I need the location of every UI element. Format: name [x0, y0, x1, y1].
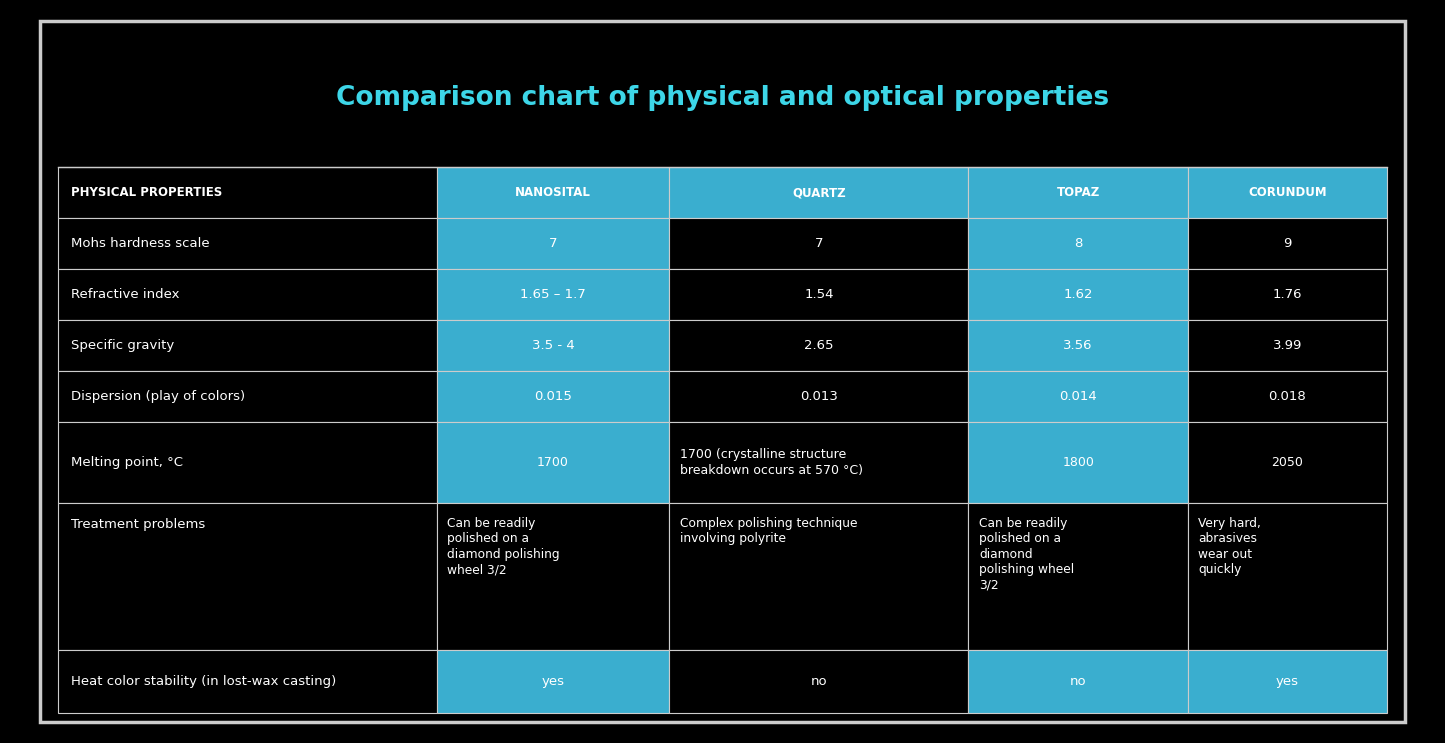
Bar — [436, 218, 669, 269]
Text: Specific gravity: Specific gravity — [71, 340, 175, 352]
Text: PHYSICAL PROPERTIES: PHYSICAL PROPERTIES — [71, 186, 223, 199]
Text: Can be readily
polished on a
diamond
polishing wheel
3/2: Can be readily polished on a diamond pol… — [980, 516, 1074, 591]
Text: 1700 (crystalline structure
breakdown occurs at 570 °C): 1700 (crystalline structure breakdown oc… — [681, 449, 863, 477]
Bar — [669, 372, 968, 422]
Bar — [669, 503, 968, 649]
Bar — [1188, 167, 1387, 218]
Bar — [968, 320, 1188, 372]
Text: 7: 7 — [549, 237, 558, 250]
Text: 8: 8 — [1074, 237, 1082, 250]
Bar — [669, 167, 968, 218]
Bar — [1188, 503, 1387, 649]
Text: 2.65: 2.65 — [803, 340, 834, 352]
Text: QUARTZ: QUARTZ — [792, 186, 845, 199]
Bar — [1188, 218, 1387, 269]
Text: 1.76: 1.76 — [1273, 288, 1302, 301]
Text: 2050: 2050 — [1272, 456, 1303, 470]
Bar — [58, 167, 436, 218]
Text: Heat color stability (in lost-wax casting): Heat color stability (in lost-wax castin… — [71, 675, 337, 688]
Bar — [1188, 372, 1387, 422]
Bar — [436, 320, 669, 372]
Text: 9: 9 — [1283, 237, 1292, 250]
Text: Treatment problems: Treatment problems — [71, 518, 205, 531]
Text: yes: yes — [1276, 675, 1299, 688]
Text: 3.56: 3.56 — [1064, 340, 1092, 352]
Bar — [669, 218, 968, 269]
Text: 0.013: 0.013 — [801, 390, 838, 403]
Text: 0.014: 0.014 — [1059, 390, 1097, 403]
Bar — [1188, 422, 1387, 503]
Bar — [968, 372, 1188, 422]
Bar — [968, 649, 1188, 713]
Bar — [58, 372, 436, 422]
Text: Dispersion (play of colors): Dispersion (play of colors) — [71, 390, 246, 403]
Text: 1.62: 1.62 — [1064, 288, 1092, 301]
Bar — [968, 218, 1188, 269]
Text: 1700: 1700 — [538, 456, 569, 470]
Text: TOPAZ: TOPAZ — [1056, 186, 1100, 199]
Text: Refractive index: Refractive index — [71, 288, 179, 301]
Bar — [669, 269, 968, 320]
Bar — [58, 503, 436, 649]
Bar — [968, 167, 1188, 218]
Bar — [669, 649, 968, 713]
Bar — [58, 218, 436, 269]
Bar — [968, 269, 1188, 320]
Text: 1.65 – 1.7: 1.65 – 1.7 — [520, 288, 585, 301]
Text: Mohs hardness scale: Mohs hardness scale — [71, 237, 210, 250]
Text: 0.015: 0.015 — [535, 390, 572, 403]
Bar — [436, 649, 669, 713]
Bar — [968, 503, 1188, 649]
Text: 3.5 - 4: 3.5 - 4 — [532, 340, 574, 352]
Bar — [968, 422, 1188, 503]
Text: 0.018: 0.018 — [1269, 390, 1306, 403]
Bar — [1188, 320, 1387, 372]
Bar — [1188, 269, 1387, 320]
Text: Very hard,
abrasives
wear out
quickly: Very hard, abrasives wear out quickly — [1198, 516, 1261, 576]
Text: yes: yes — [542, 675, 565, 688]
Text: 3.99: 3.99 — [1273, 340, 1302, 352]
Bar — [436, 269, 669, 320]
Bar — [436, 503, 669, 649]
Bar — [436, 167, 669, 218]
Text: 1800: 1800 — [1062, 456, 1094, 470]
Text: no: no — [1069, 675, 1087, 688]
Bar — [58, 320, 436, 372]
Bar — [436, 372, 669, 422]
Text: Complex polishing technique
involving polyrite: Complex polishing technique involving po… — [681, 516, 857, 545]
Text: CORUNDUM: CORUNDUM — [1248, 186, 1327, 199]
Text: 1.54: 1.54 — [803, 288, 834, 301]
Text: no: no — [811, 675, 827, 688]
Bar — [58, 269, 436, 320]
Text: 7: 7 — [815, 237, 824, 250]
Bar — [669, 320, 968, 372]
Text: Melting point, °C: Melting point, °C — [71, 456, 184, 470]
Text: Comparison chart of physical and optical properties: Comparison chart of physical and optical… — [335, 85, 1110, 111]
Text: Can be readily
polished on a
diamond polishing
wheel 3/2: Can be readily polished on a diamond pol… — [448, 516, 561, 576]
Bar — [669, 422, 968, 503]
Text: NANOSITAL: NANOSITAL — [514, 186, 591, 199]
Bar — [58, 649, 436, 713]
Bar — [1188, 649, 1387, 713]
Bar — [58, 422, 436, 503]
Bar — [436, 422, 669, 503]
